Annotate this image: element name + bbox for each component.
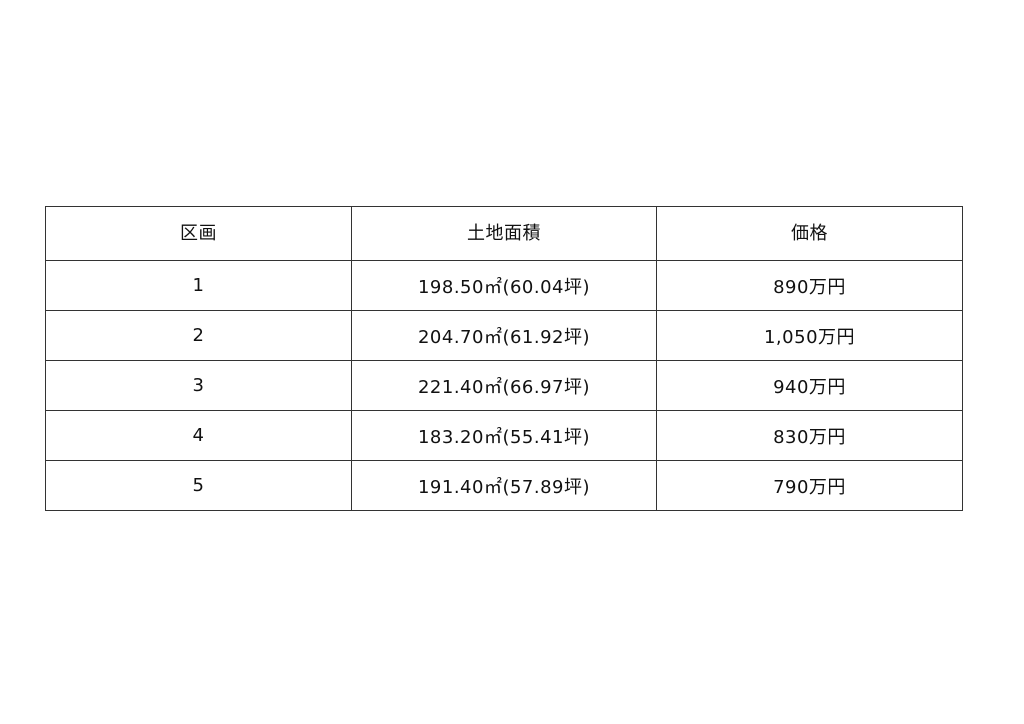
header-row: 区画 土地面積 価格 [45, 206, 963, 261]
table-row: 3 221.40㎡(66.97坪) 940万円 [45, 360, 963, 411]
header-land-area: 土地面積 [351, 206, 657, 261]
lot-cell: 5 [45, 460, 352, 511]
table-row: 4 183.20㎡(55.41坪) 830万円 [45, 410, 963, 461]
price-cell: 830万円 [656, 410, 963, 461]
area-cell: 204.70㎡(61.92坪) [351, 310, 657, 361]
table-row: 5 191.40㎡(57.89坪) 790万円 [45, 460, 963, 511]
area-cell: 191.40㎡(57.89坪) [351, 460, 657, 511]
price-cell: 1,050万円 [656, 310, 963, 361]
price-cell: 890万円 [656, 260, 963, 311]
lot-cell: 4 [45, 410, 352, 461]
header-lot: 区画 [45, 206, 352, 261]
area-cell: 198.50㎡(60.04坪) [351, 260, 657, 311]
table-row: 1 198.50㎡(60.04坪) 890万円 [45, 260, 963, 311]
lot-table: 区画 土地面積 価格 1 198.50㎡(60.04坪) 890万円 2 204… [45, 206, 963, 511]
area-cell: 221.40㎡(66.97坪) [351, 360, 657, 411]
header-price: 価格 [656, 206, 963, 261]
price-cell: 940万円 [656, 360, 963, 411]
table-row: 2 204.70㎡(61.92坪) 1,050万円 [45, 310, 963, 361]
lot-cell: 1 [45, 260, 352, 311]
lot-cell: 2 [45, 310, 352, 361]
price-cell: 790万円 [656, 460, 963, 511]
area-cell: 183.20㎡(55.41坪) [351, 410, 657, 461]
lot-cell: 3 [45, 360, 352, 411]
